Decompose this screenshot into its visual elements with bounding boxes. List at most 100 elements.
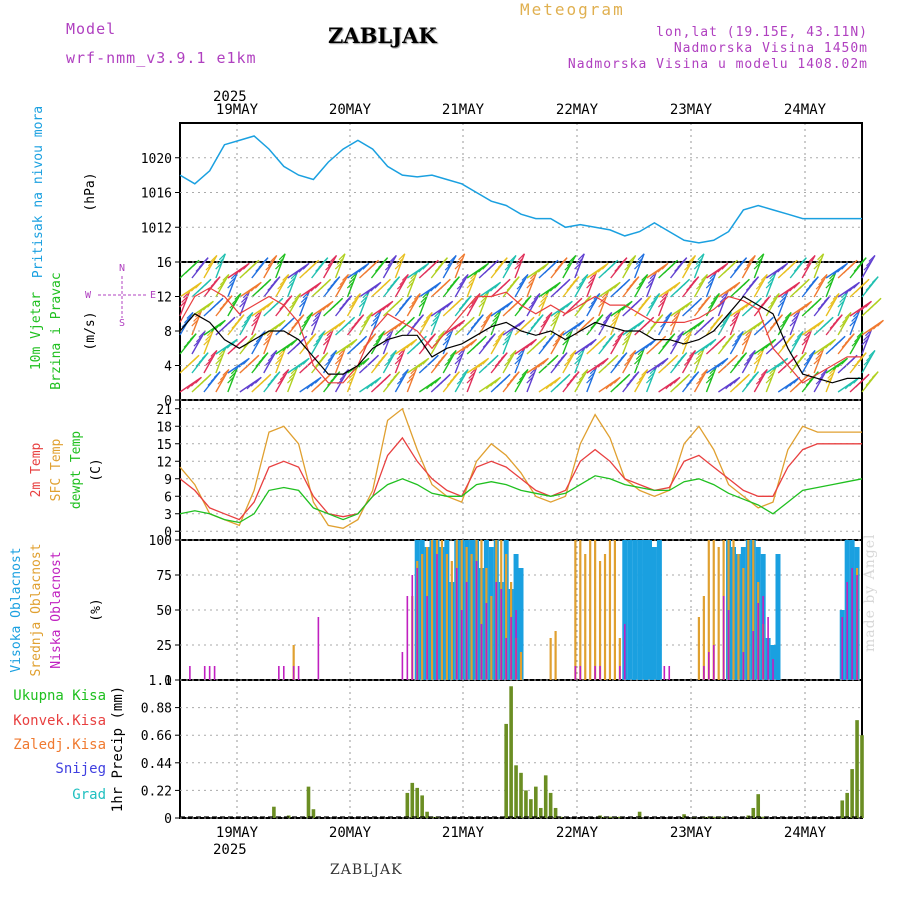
wind-barb-flag	[585, 341, 593, 349]
wind-barb-shaft	[813, 369, 828, 393]
wind-barb-flag	[849, 319, 857, 327]
wind-barb-flag	[289, 301, 297, 309]
wind-barb-flag	[414, 363, 421, 371]
wind-barb-flag	[490, 284, 497, 292]
wind-barb-flag	[581, 274, 589, 281]
wind-barb-flag	[198, 306, 206, 314]
wind-barb-flag	[364, 266, 372, 274]
wind-barb-flag	[711, 342, 719, 350]
wind-barb-flag	[195, 335, 203, 343]
wind-barb-flag	[394, 262, 402, 270]
y-tick-label: 8	[164, 325, 172, 340]
wind-barb-flag	[186, 287, 194, 295]
precip-bar	[751, 807, 756, 818]
wind-barb-flag	[815, 353, 823, 360]
wind-barb-flag	[242, 357, 250, 365]
wind-barb-flag	[408, 372, 416, 379]
wind-barb-flag	[709, 322, 717, 329]
wind-barb-shaft	[179, 291, 191, 317]
wind-barb-flag	[580, 323, 587, 331]
precip-unit: 1hr Precip (mm)	[110, 686, 126, 812]
wind-barb-flag	[844, 287, 852, 295]
wind-barb-flag	[288, 372, 296, 379]
wind-barb-flag	[537, 265, 545, 273]
wind-barb-flag	[299, 300, 306, 308]
wind-barb-flag	[645, 341, 653, 349]
wind-barb-flag	[675, 285, 683, 293]
wind-barb-flag	[219, 303, 227, 310]
wind-barb-shaft	[634, 369, 649, 393]
wind-barb-flag	[614, 360, 622, 367]
wind-barb-flag	[542, 262, 549, 270]
cloud-bar	[515, 610, 517, 680]
wind-barb-shaft	[275, 369, 290, 393]
wind-barb-flag	[363, 316, 371, 324]
precip-bar	[761, 816, 765, 818]
cloud-bar	[317, 617, 320, 680]
wind-barb-flag	[365, 312, 373, 319]
wind-barb-flag	[717, 265, 725, 273]
wind-barb-flag	[530, 338, 537, 346]
wind-barb-flag	[370, 379, 378, 387]
wind-barb-flag	[597, 265, 605, 273]
wind-barb-flag	[528, 301, 536, 309]
wind-barb-flag	[436, 285, 444, 293]
wind-barb-flag	[351, 322, 358, 329]
wind-barb-flag	[195, 376, 202, 384]
wind-barb-flag	[246, 382, 254, 390]
wind-speed-line	[179, 295, 862, 384]
wind-barb-flag	[532, 342, 540, 350]
cloud-bar	[485, 603, 488, 680]
wind-barb-flag	[566, 259, 574, 267]
wind-barb-shaft	[753, 274, 768, 298]
wind-barb-flag	[629, 255, 637, 262]
wind-barb-flag	[519, 278, 526, 286]
wind-barb-field	[179, 253, 884, 393]
wind-barb-flag	[735, 285, 743, 293]
wind-barb-flag	[562, 338, 570, 346]
wind-barb-flag	[398, 303, 406, 310]
wind-barb-flag	[304, 361, 312, 369]
wind-barb-flag	[590, 322, 598, 329]
wind-barb-flag	[578, 278, 586, 286]
wind-barb-flag	[854, 335, 861, 343]
product-title: Meteogram	[520, 0, 625, 19]
wind-barb-flag	[621, 303, 629, 311]
y-tick-label: 1.1	[149, 674, 172, 689]
cloud-unit: (%)	[89, 598, 104, 621]
wind-barb-flag	[288, 277, 296, 284]
wind-barb-flag	[179, 300, 187, 308]
wind-barb-flag	[609, 284, 617, 292]
cloud-bar	[282, 666, 285, 680]
wind-barb-flag	[461, 344, 469, 352]
wind-barb-shaft	[346, 367, 358, 393]
wind-barb-flag	[185, 361, 193, 369]
wind-barb-flag	[222, 274, 230, 281]
y-tick-label: 9	[164, 473, 172, 488]
wind-barb-flag	[805, 284, 813, 291]
wind-barb-flag	[789, 319, 797, 327]
wind-barb-flag	[861, 338, 869, 346]
y-tick-label: 0.44	[141, 757, 172, 772]
wind-barb-flag	[626, 284, 634, 291]
wind-barb-flag	[528, 277, 536, 284]
wind-barb-flag	[721, 357, 729, 365]
wind-barb-flag	[863, 358, 871, 366]
wind-barb-flag	[737, 306, 745, 314]
wind-barb-flag	[514, 262, 522, 270]
wind-barb-flag	[318, 306, 326, 314]
wind-barb-flag	[758, 278, 766, 286]
wind-barb-flag	[698, 278, 706, 286]
wind-barb-flag	[456, 258, 464, 265]
wind-barb-flag	[719, 296, 727, 303]
wind-barb-flag	[217, 258, 224, 265]
wind-barb-flag	[639, 323, 647, 331]
cloud-bar	[203, 666, 206, 680]
wind-barb-flag	[721, 262, 729, 270]
wind-barb-flag	[741, 303, 749, 311]
wind-barb-flag	[294, 293, 302, 300]
wind-barb-flag	[803, 358, 811, 366]
wind-barb-flag	[863, 263, 871, 271]
wind-barb-flag	[315, 265, 322, 272]
wind-barb-flag	[497, 306, 505, 314]
